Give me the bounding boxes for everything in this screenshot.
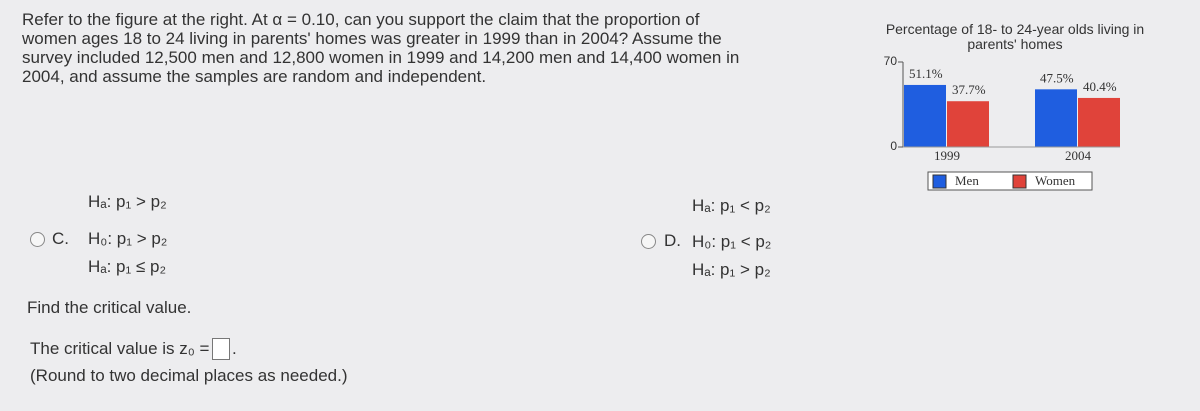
legend: [927, 171, 1093, 191]
radio-button[interactable]: [30, 232, 45, 247]
value-label: 40.4%: [1083, 79, 1117, 94]
radio-button[interactable]: [641, 234, 656, 249]
prompt: Find the critical value.: [27, 298, 192, 317]
chart-title: Percentage of 18- to 24-year olds living…: [885, 21, 1145, 52]
legend-swatch: [1012, 174, 1027, 189]
answer-prefix: The critical value is z₀ =: [30, 339, 210, 358]
hypothesis: Hₐ: p₁ ≤ p₂: [88, 257, 167, 276]
option-letter: D.: [664, 231, 681, 250]
legend-swatch: [932, 174, 947, 189]
answer-suffix: .: [232, 339, 237, 358]
bar: [947, 101, 989, 147]
hypothesis: Hₐ: p₁ > p₂: [692, 260, 771, 279]
hypothesis: Hₐ: p₁ > p₂: [88, 192, 167, 211]
answer-input[interactable]: [212, 338, 230, 360]
hint: (Round to two decimal places as needed.): [30, 366, 348, 385]
x-tick-label: 2004: [1065, 148, 1092, 163]
bar: [904, 84, 946, 147]
hypothesis: H₀: p₁ < p₂: [692, 232, 772, 251]
bar: [1035, 89, 1077, 147]
question: Refer to the figure at the right. At α =…: [22, 10, 740, 86]
legend-label: Women: [1035, 173, 1076, 188]
option-letter: C.: [52, 229, 69, 248]
legend-label: Men: [955, 173, 979, 188]
y-tick-label: 0: [890, 139, 897, 153]
x-tick-label: 1999: [934, 148, 960, 163]
bar: [1078, 97, 1120, 147]
value-label: 51.1%: [909, 66, 943, 81]
hypothesis: H₀: p₁ > p₂: [88, 229, 168, 248]
hypothesis: Hₐ: p₁ < p₂: [692, 196, 771, 215]
value-label: 37.7%: [952, 82, 986, 97]
value-label: 47.5%: [1040, 70, 1074, 85]
y-tick-label: 70: [884, 54, 898, 68]
